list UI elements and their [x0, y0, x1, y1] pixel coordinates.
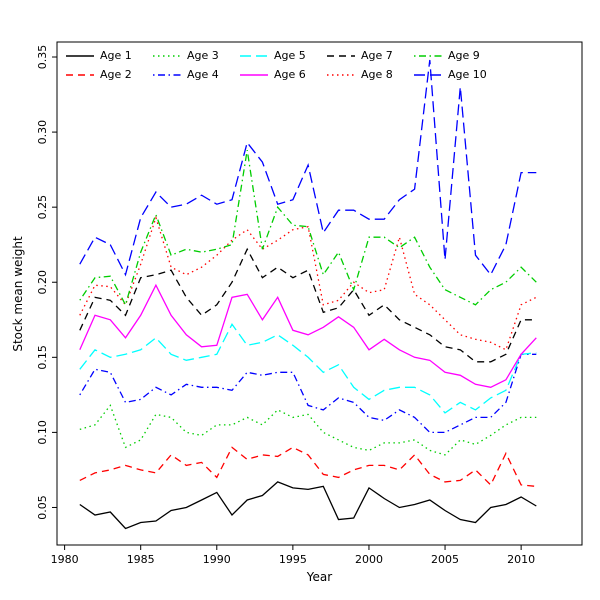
legend: Age 1 Age 2 Age 3 Age 4 Age 5 Age 6 Age 7 Age 8…	[66, 46, 501, 84]
series-line-age-6	[79, 283, 537, 388]
legend-label: Age 2	[100, 68, 132, 81]
legend-item-age-5: Age 5	[240, 50, 327, 61]
series-line-age-3	[79, 404, 537, 456]
x-tick-label: 1980	[51, 553, 79, 566]
series-line-age-7	[79, 247, 537, 363]
x-axis-title: Year	[306, 570, 333, 584]
legend-label: Age 8	[361, 68, 393, 81]
x-tick-label: 2000	[355, 553, 383, 566]
legend-line-sample	[153, 54, 181, 57]
series-line-age-8	[79, 215, 537, 351]
legend-line-sample	[240, 54, 268, 57]
legend-line-sample	[153, 73, 181, 76]
x-tick-label: 2005	[431, 553, 459, 566]
legend-label: Age 7	[361, 49, 393, 62]
legend-label: Age 1	[100, 49, 132, 62]
x-tick-label: 1985	[127, 553, 155, 566]
plot-box	[56, 41, 583, 546]
y-tick-label: 0.05	[36, 495, 49, 519]
legend-line-sample	[66, 73, 94, 76]
legend-item-age-10: Age 10	[414, 69, 501, 80]
series-line-age-1	[79, 481, 537, 530]
y-tick-label: 0.20	[36, 270, 49, 295]
y-tick-label: 0.25	[36, 195, 49, 220]
legend-item-age-3: Age 3	[153, 50, 240, 61]
y-tick-label: 0.30	[36, 120, 49, 145]
legend-label: Age 3	[187, 49, 219, 62]
legend-label: Age 5	[274, 49, 306, 62]
legend-label: Age 6	[274, 68, 306, 81]
legend-line-sample	[414, 73, 442, 76]
legend-item-age-9: Age 9	[414, 50, 501, 61]
legend-label: Age 9	[448, 49, 480, 62]
series-line-age-2	[79, 446, 537, 488]
series-line-age-5	[79, 323, 537, 414]
legend-item-age-4: Age 4	[153, 69, 240, 80]
legend-line-sample	[66, 54, 94, 57]
y-axis-title: Stock mean weight	[11, 236, 25, 352]
legend-item-age-2: Age 2	[66, 69, 153, 80]
legend-item-age-1: Age 1	[66, 50, 153, 61]
x-tick-label: 1990	[203, 553, 231, 566]
series-line-age-10	[79, 59, 537, 277]
series-line-age-4	[79, 353, 537, 434]
y-tick-label: 0.10	[36, 420, 49, 445]
legend-line-sample	[414, 54, 442, 57]
legend-line-sample	[240, 73, 268, 76]
legend-item-age-7: Age 7	[327, 50, 414, 61]
legend-line-sample	[327, 73, 355, 76]
y-tick-label: 0.15	[36, 345, 49, 370]
legend-line-sample	[327, 54, 355, 57]
y-tick-label: 0.35	[36, 45, 49, 69]
legend-label: Age 10	[448, 68, 487, 81]
legend-item-age-6: Age 6	[240, 69, 327, 80]
x-tick-label: 2010	[507, 553, 535, 566]
legend-item-age-8: Age 8	[327, 69, 414, 80]
x-tick-label: 1995	[279, 553, 307, 566]
legend-label: Age 4	[187, 68, 219, 81]
series-line-age-9	[79, 149, 537, 307]
